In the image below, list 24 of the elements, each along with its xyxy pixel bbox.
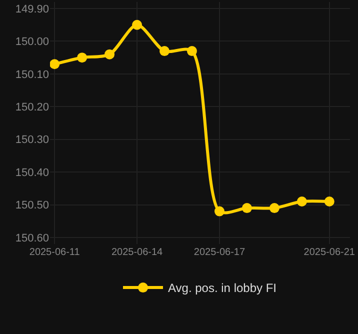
point xyxy=(269,203,280,214)
point xyxy=(132,20,142,30)
y-tick-label: 150.30 xyxy=(15,134,49,146)
legend-label: Avg. pos. in lobby FI xyxy=(168,281,277,296)
x-tick-label: 2025-06-21 xyxy=(304,247,356,258)
point xyxy=(296,196,307,206)
y-tick-label: 150.20 xyxy=(15,102,49,114)
x-tick-label: 2025-06-17 xyxy=(194,247,246,258)
point xyxy=(77,52,88,63)
point xyxy=(104,49,115,60)
y-tick-label: 150.00 xyxy=(15,36,49,48)
point xyxy=(50,59,60,70)
y-tick-label: 150.50 xyxy=(15,200,49,212)
x-tick-label: 2025-06-11 xyxy=(29,247,80,258)
x-tick-label: 2025-06-14 xyxy=(111,247,164,258)
y-tick-label: 149.90 xyxy=(15,3,49,16)
point xyxy=(160,46,170,56)
y-tick-label: 150.40 xyxy=(15,166,49,179)
y-tick-label: 150.60 xyxy=(15,232,49,244)
point xyxy=(214,206,224,216)
point xyxy=(186,46,197,56)
y-tick-label: 150.10 xyxy=(15,68,49,81)
point xyxy=(324,196,334,206)
point xyxy=(242,203,252,214)
